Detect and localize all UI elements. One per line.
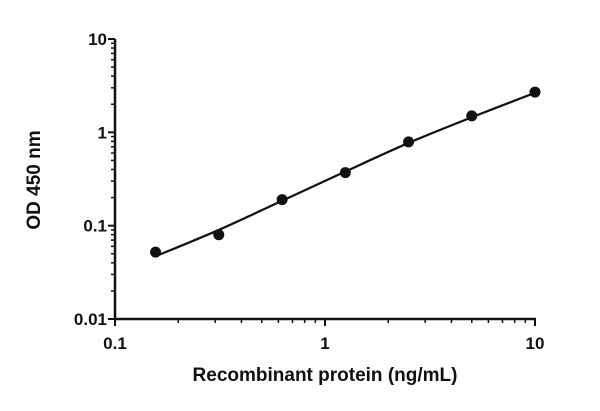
- data-point: [213, 229, 225, 241]
- y-axis-label: OD 450 nm: [24, 130, 45, 229]
- x-tick-label: 10: [526, 334, 545, 353]
- data-points: [150, 86, 541, 258]
- data-point: [466, 110, 478, 122]
- y-tick-label: 0.1: [83, 217, 107, 236]
- data-point: [339, 167, 351, 179]
- data-point: [276, 194, 288, 206]
- tick-labels: 0.1 1 10 0.01 0.1 1 10: [74, 30, 545, 353]
- y-tick-label: 0.01: [74, 310, 107, 329]
- data-point: [403, 136, 415, 148]
- y-tick-label: 10: [88, 30, 107, 49]
- x-tick-label: 0.1: [103, 334, 127, 353]
- axes: [108, 38, 536, 326]
- data-point: [529, 86, 541, 98]
- data-point: [150, 246, 162, 258]
- y-tick-label: 1: [98, 123, 107, 142]
- x-axis-label: Recombinant protein (ng/mL): [193, 365, 458, 386]
- x-tick-label: 1: [320, 334, 329, 353]
